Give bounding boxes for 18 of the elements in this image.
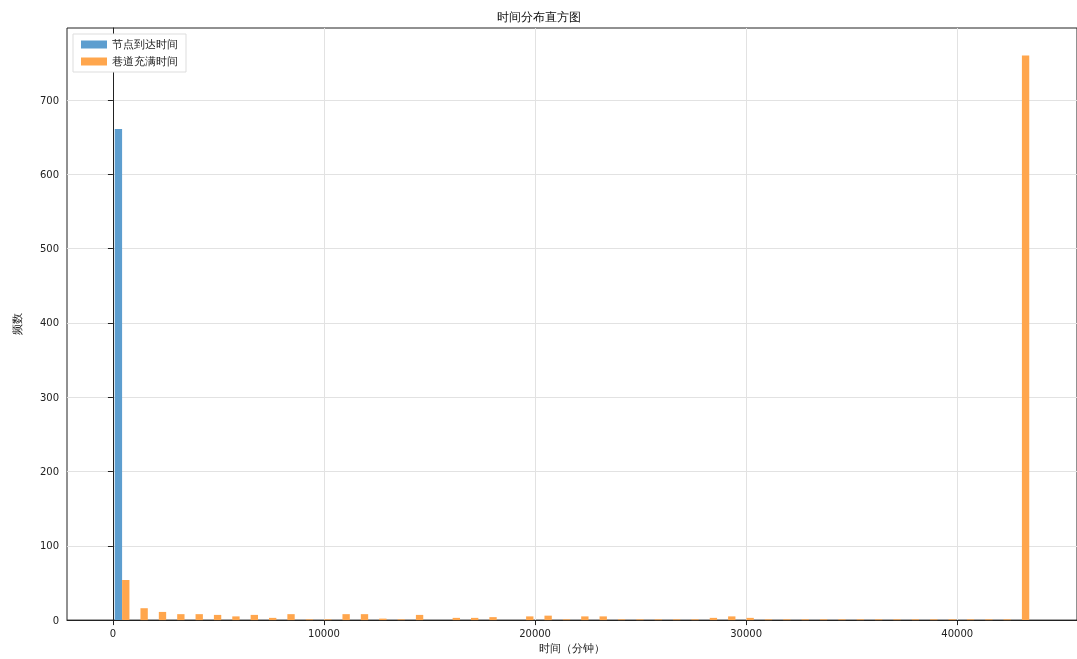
x-axis-title: 时间（分钟） — [539, 642, 605, 655]
y-tick-label: 400 — [39, 317, 59, 329]
y-tick-label: 500 — [39, 243, 59, 255]
y-tick-label: 200 — [39, 466, 59, 478]
y-axis-title: 频数 — [11, 313, 24, 336]
legend-label: 巷道充满时间 — [112, 55, 178, 68]
x-tick-label: 20000 — [519, 627, 551, 639]
chart-title: 时间分布直方图 — [496, 10, 581, 24]
x-tick-label: 40000 — [941, 627, 974, 639]
legend-label: 节点到达时间 — [112, 38, 178, 51]
y-tick-label: 0 — [52, 614, 59, 626]
x-tick-label: 30000 — [730, 627, 763, 639]
x-tick-label: 10000 — [308, 627, 340, 639]
x-tick-label: 0 — [109, 627, 117, 639]
y-tick-label: 700 — [39, 94, 59, 106]
y-tick-label: 300 — [39, 391, 59, 403]
y-tick-label: 600 — [39, 168, 59, 180]
y-tick-label: 100 — [39, 540, 59, 552]
